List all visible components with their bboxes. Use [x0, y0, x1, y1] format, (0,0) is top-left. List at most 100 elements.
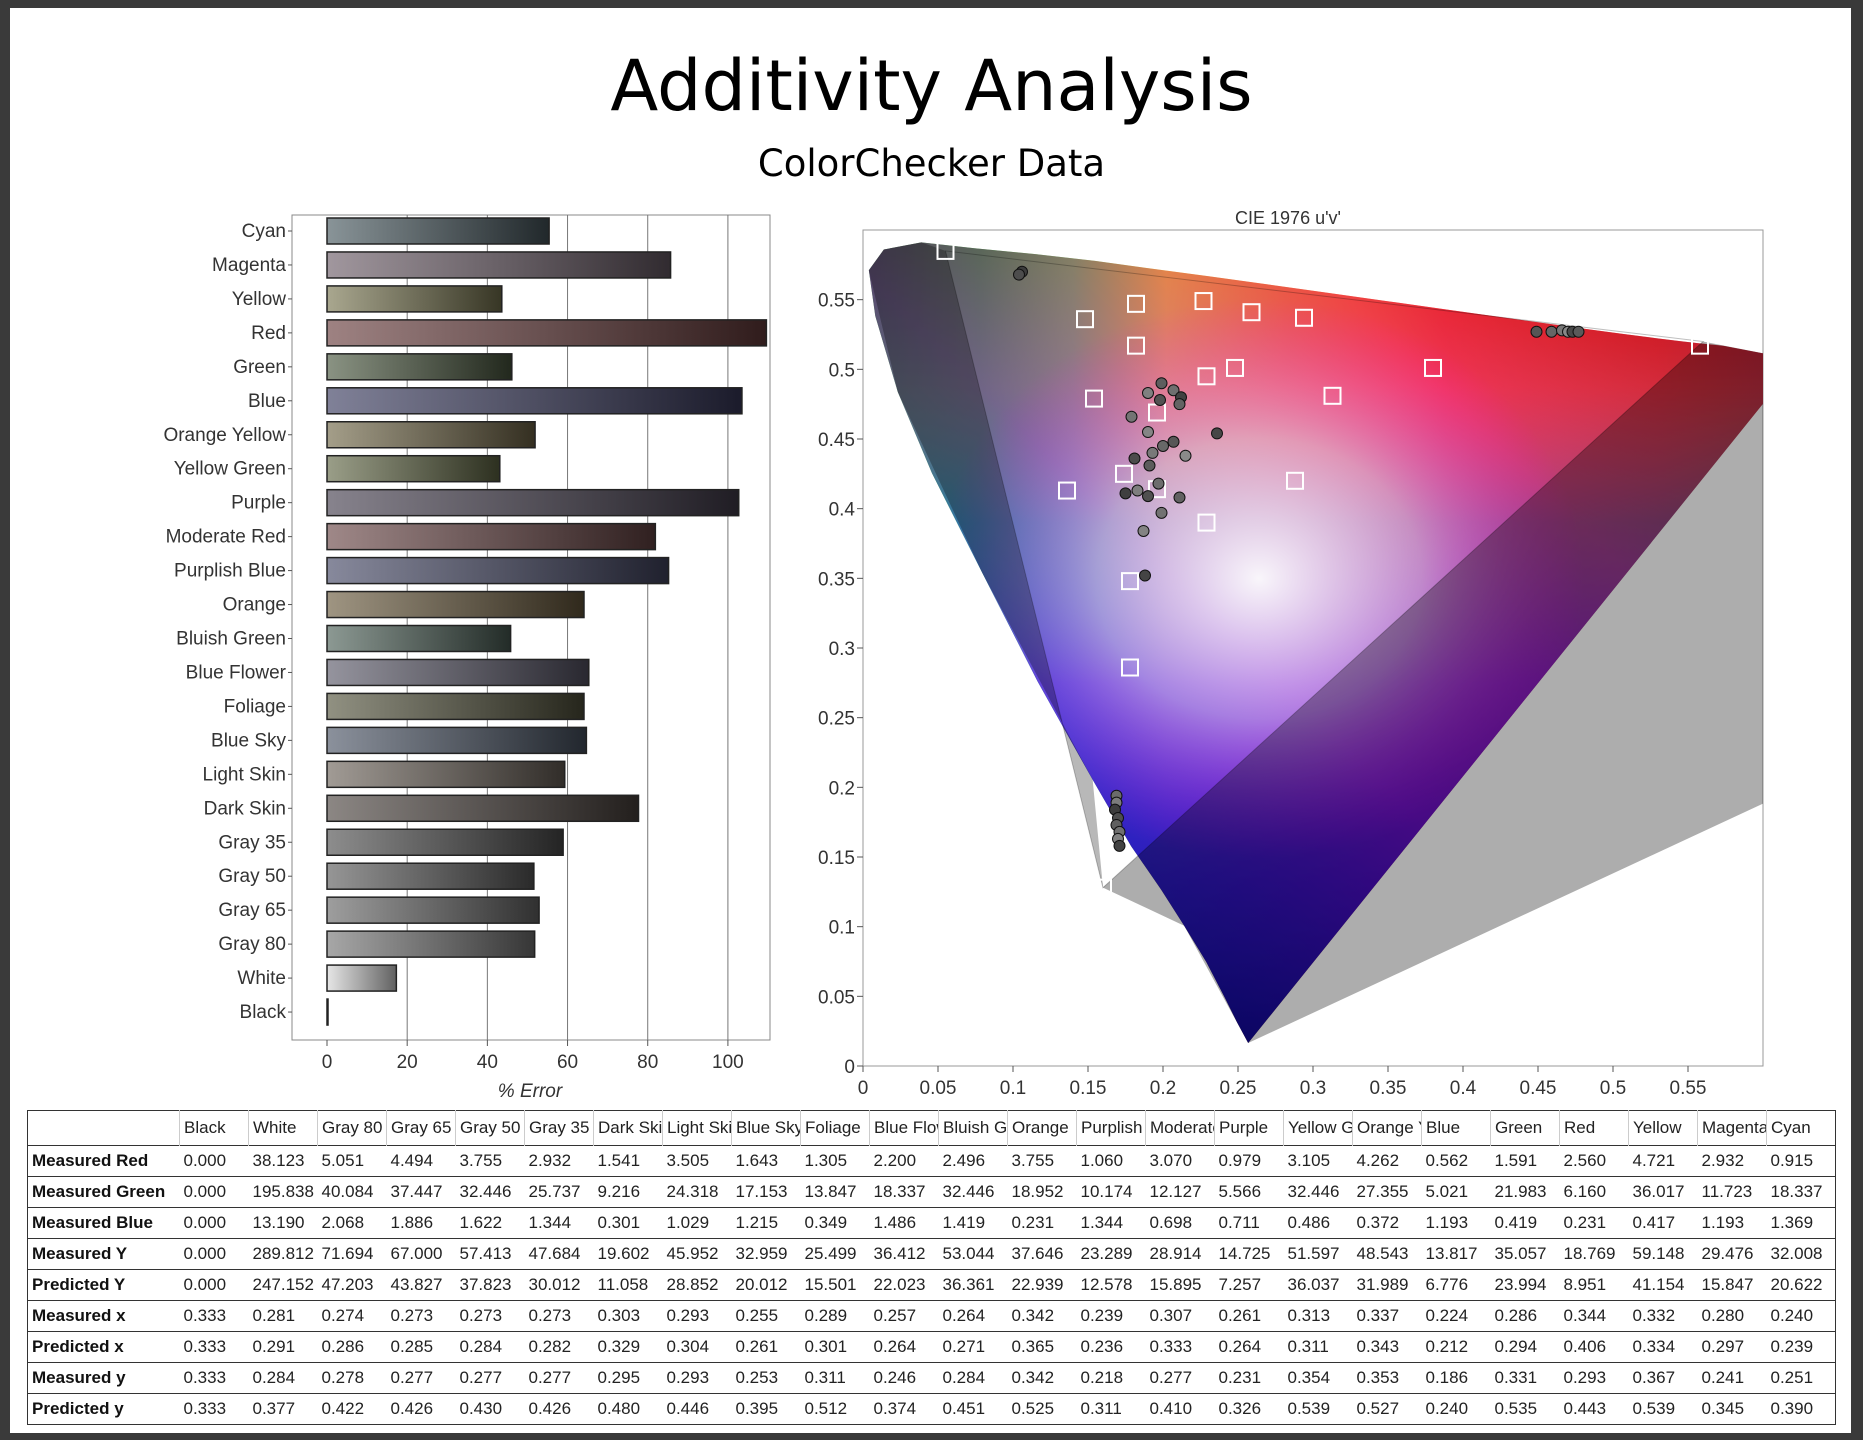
table-cell: 0.273: [455, 1300, 525, 1332]
table-cell: 0.525: [1007, 1393, 1077, 1425]
bar: [326, 828, 564, 856]
bar-category-label: Gray 65: [218, 900, 286, 921]
table-cell: 25.499: [800, 1238, 870, 1270]
bar-category-label: Foliage: [224, 696, 286, 717]
table-cell: 0.333: [1145, 1331, 1215, 1363]
row-header: Predicted Y: [27, 1269, 180, 1301]
table-row: Measured Green 0.000 195.838 40.084 37.447 32…: [27, 1176, 1836, 1208]
table-cell: 0.289: [800, 1300, 870, 1332]
table-cell: 0.224: [1421, 1300, 1491, 1332]
cie-chart-title: CIE 1976 u'v': [1235, 208, 1341, 228]
table-cell: 10.174: [1076, 1176, 1146, 1208]
bar: [326, 930, 536, 958]
table-cell: 25.737: [524, 1176, 594, 1208]
data-table: Black White Gray 80 Gray 65 Gray 50 Gray 35 Da…: [27, 1110, 1836, 1425]
table-cell: 1.486: [869, 1207, 939, 1239]
predicted-point-marker: [1127, 294, 1145, 313]
table-cell: 38.123: [248, 1145, 318, 1177]
table-cell: 0.698: [1145, 1207, 1215, 1239]
table-cell: 0.293: [1559, 1362, 1629, 1394]
bar-category-label: Yellow: [232, 289, 287, 310]
column-header: Light Skin: [662, 1110, 732, 1146]
table-cell: 0.979: [1214, 1145, 1284, 1177]
bar: [326, 624, 512, 653]
cie-x-tick-label: 0.35: [1370, 1078, 1407, 1099]
table-cell: 8.951: [1559, 1269, 1629, 1301]
table-cell: 5.566: [1214, 1176, 1284, 1208]
table-cell: 0.186: [1421, 1362, 1491, 1394]
table-cell: 0.535: [1490, 1393, 1560, 1425]
table-cell: 4.721: [1628, 1145, 1698, 1177]
column-header: Blue: [1421, 1110, 1491, 1146]
table-cell: 15.895: [1145, 1269, 1215, 1301]
table-cell: 1.344: [524, 1207, 594, 1239]
measured-point-marker: [1173, 491, 1186, 504]
bar-category-label: Yellow Green: [174, 459, 286, 480]
table-cell: 1.060: [1076, 1145, 1146, 1177]
measured-point-marker: [1167, 384, 1180, 397]
table-cell: 18.952: [1007, 1176, 1077, 1208]
table-cell: 0.236: [1076, 1331, 1146, 1363]
table-cell: 247.152: [248, 1269, 318, 1301]
table-cell: 0.451: [938, 1393, 1008, 1425]
table-cell: 0.273: [524, 1300, 594, 1332]
table-cell: 0.239: [1766, 1331, 1836, 1363]
table-cell: 18.769: [1559, 1238, 1629, 1270]
table-cell: 0.264: [938, 1300, 1008, 1332]
bar-category-label: Blue Flower: [186, 662, 287, 683]
table-cell: 32.008: [1766, 1238, 1836, 1270]
column-header: Yellow Gre: [1283, 1110, 1353, 1146]
bar: [326, 285, 503, 313]
table-cell: 4.262: [1352, 1145, 1422, 1177]
table-cell: 0.332: [1628, 1300, 1698, 1332]
measured-point-marker: [1545, 325, 1558, 338]
table-cell: 0.410: [1145, 1393, 1215, 1425]
table-cell: 0.311: [1076, 1393, 1146, 1425]
table-cell: 0.377: [248, 1393, 318, 1425]
table-cell: 195.838: [248, 1176, 318, 1208]
table-cell: 0.277: [455, 1362, 525, 1394]
table-cell: 0.286: [1490, 1300, 1560, 1332]
table-cell: 0.271: [938, 1331, 1008, 1363]
row-header: Measured Red: [27, 1145, 180, 1177]
bar-category-label: Orange Yellow: [163, 425, 286, 446]
table-cell: 57.413: [455, 1238, 525, 1270]
column-header: Gray 80: [317, 1110, 387, 1146]
table-cell: 0.251: [1766, 1362, 1836, 1394]
measured-point-marker: [1179, 449, 1192, 462]
table-cell: 0.304: [662, 1331, 732, 1363]
column-header: Blue Sky: [731, 1110, 801, 1146]
bar-x-axis-title: % Error: [498, 1081, 563, 1102]
bar: [326, 658, 590, 687]
table-row: Predicted y 0.333 0.377 0.422 0.426 0.430 0.42…: [27, 1393, 1836, 1425]
bar-category-label: White: [237, 968, 286, 989]
measured-point-marker: [1146, 446, 1159, 459]
table-cell: 12.127: [1145, 1176, 1215, 1208]
measured-point-marker: [1157, 439, 1169, 452]
table-cell: 0.278: [317, 1362, 387, 1394]
measured-point-marker: [1143, 459, 1156, 472]
bar-x-tick-label: 60: [557, 1052, 578, 1073]
table-cell: 1.029: [662, 1207, 732, 1239]
table-cell: 0.277: [524, 1362, 594, 1394]
measured-point-marker: [1154, 393, 1166, 406]
column-header: Black: [179, 1110, 249, 1146]
measured-point-marker: [1572, 325, 1585, 338]
table-cell: 2.068: [317, 1207, 387, 1239]
table-cell: 0.426: [386, 1393, 456, 1425]
table-cell: 32.959: [731, 1238, 801, 1270]
table-cell: 1.622: [455, 1207, 525, 1239]
table-cell: 13.847: [800, 1176, 870, 1208]
bar: [326, 590, 585, 619]
bar-x-tick-label: 20: [397, 1052, 418, 1073]
table-cell: 0.426: [524, 1393, 594, 1425]
table-cell: 0.231: [1007, 1207, 1077, 1239]
table-cell: 0.417: [1628, 1207, 1698, 1239]
table-cell: 0.000: [179, 1238, 249, 1270]
column-header: Yellow: [1628, 1110, 1698, 1146]
table-cell: 0.297: [1697, 1331, 1767, 1363]
table-cell: 0.342: [1007, 1362, 1077, 1394]
table-cell: 0.562: [1421, 1145, 1491, 1177]
bar-x-tick-label: 0: [322, 1052, 333, 1073]
bar: [326, 760, 566, 789]
